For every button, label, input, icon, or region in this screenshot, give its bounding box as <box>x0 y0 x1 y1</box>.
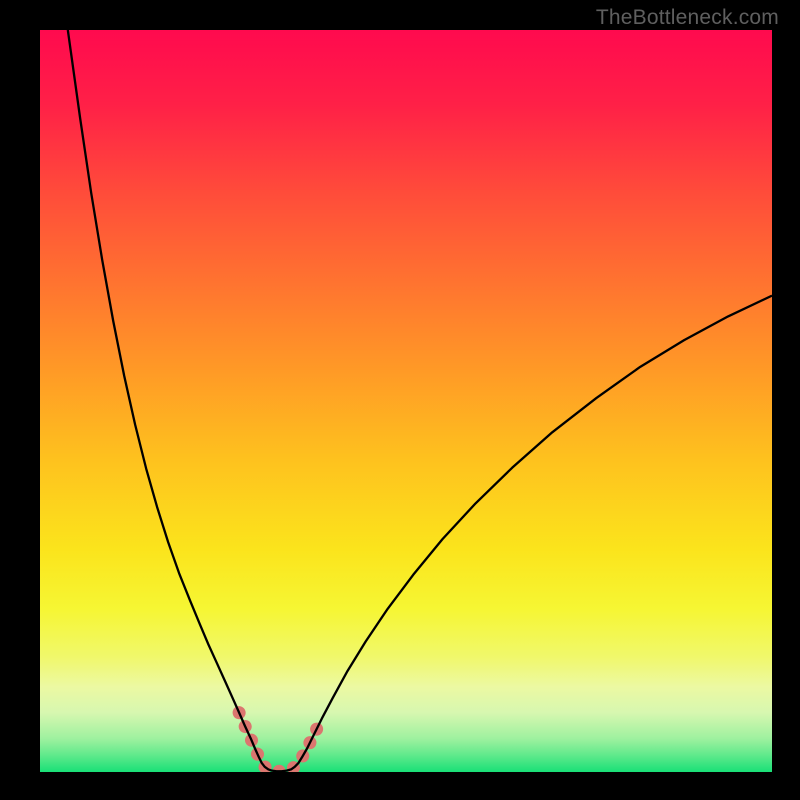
bottleneck-chart <box>40 30 772 772</box>
plot-area <box>40 30 772 772</box>
watermark-text: TheBottleneck.com <box>596 6 779 30</box>
bottleneck-curve <box>68 30 772 771</box>
